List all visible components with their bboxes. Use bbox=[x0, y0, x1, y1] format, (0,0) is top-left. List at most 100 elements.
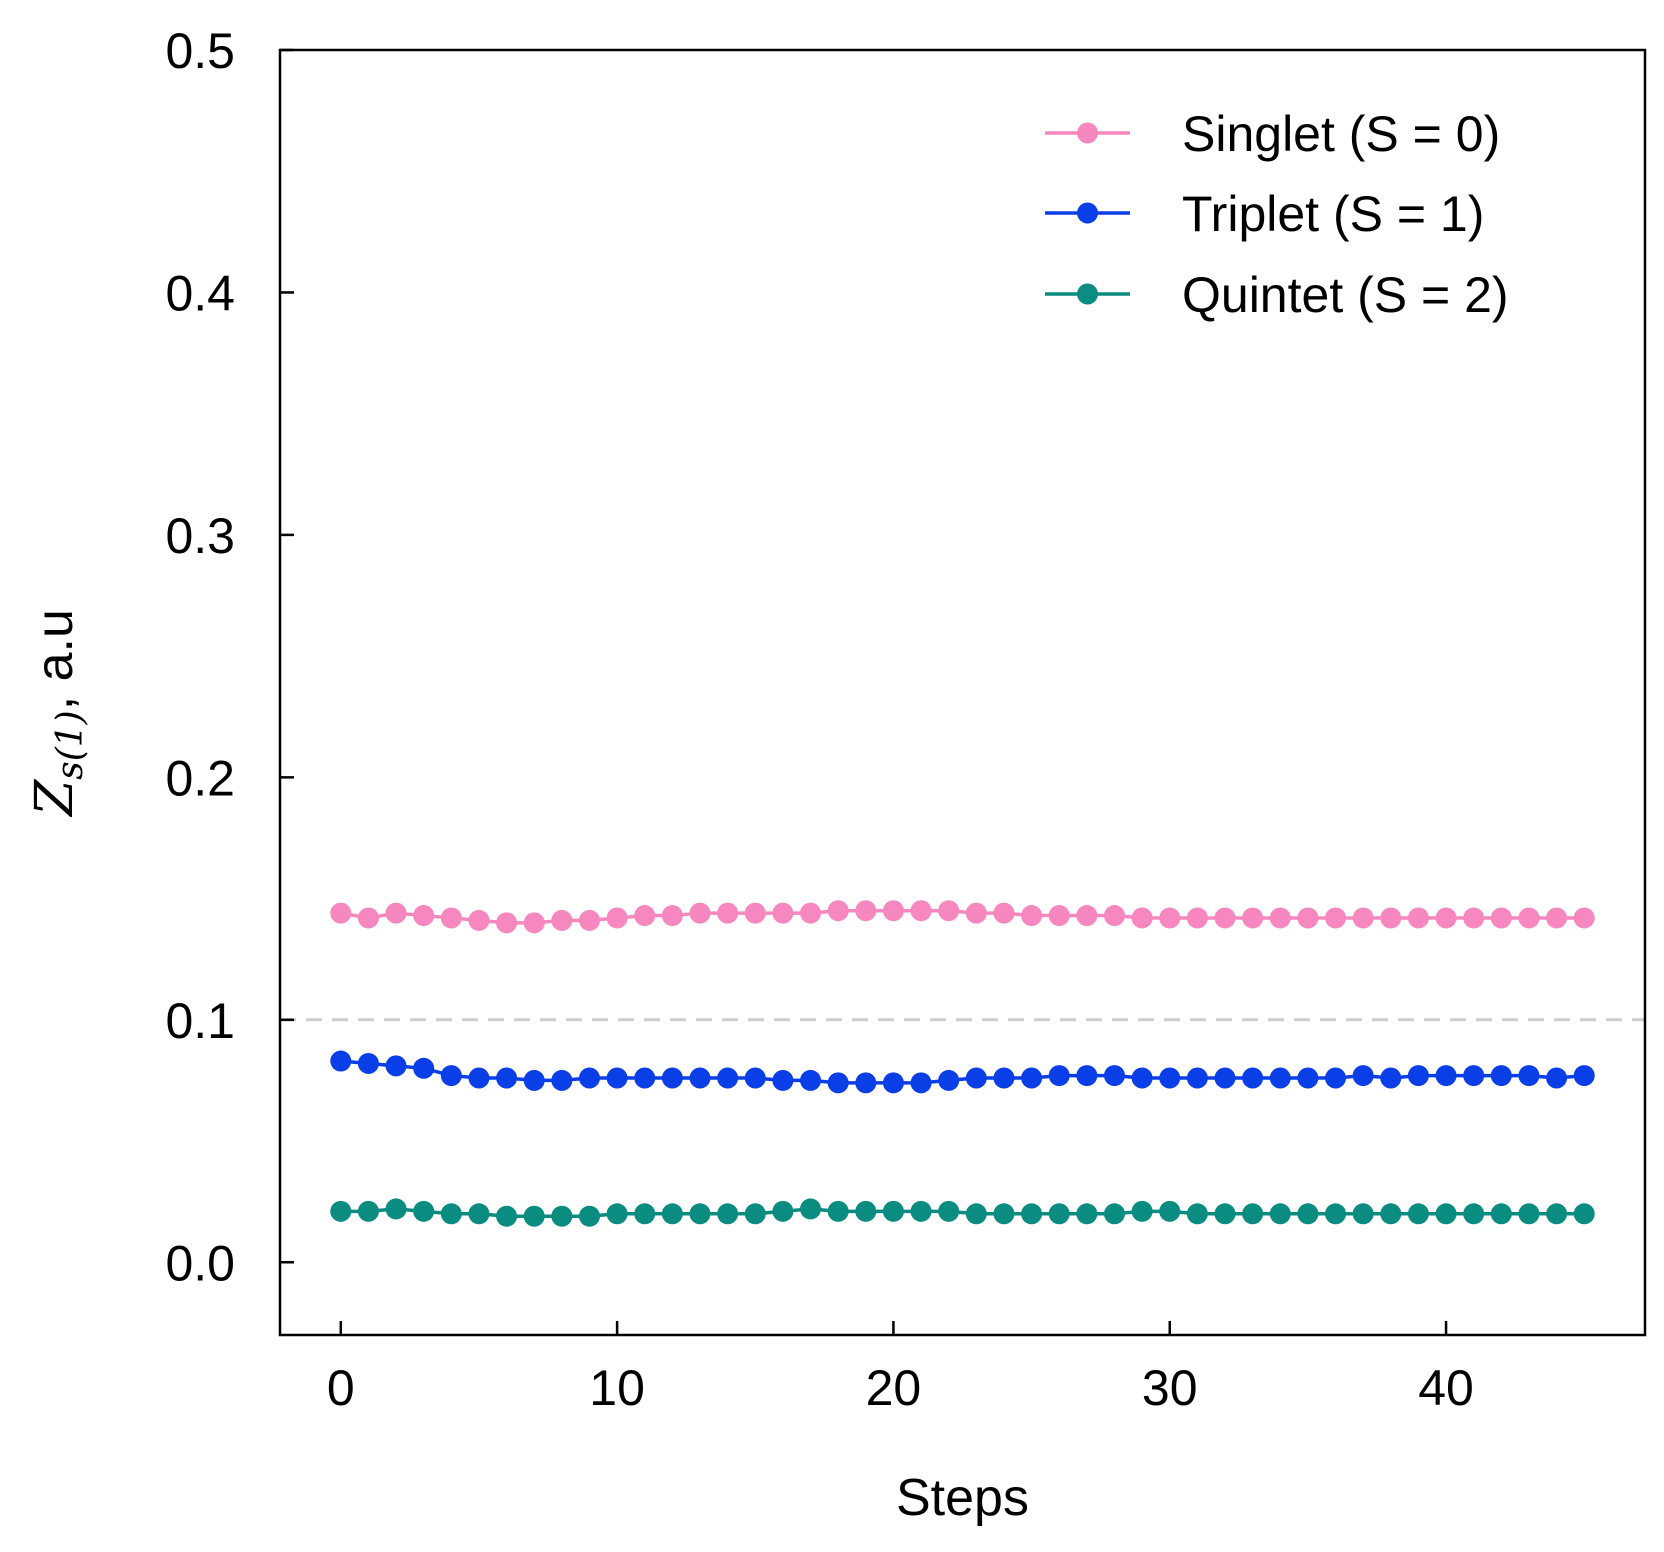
data-point bbox=[1380, 1067, 1402, 1089]
data-point bbox=[357, 1052, 379, 1074]
data-point bbox=[938, 1200, 960, 1222]
legend: Singlet (S = 0) Triplet (S = 1) Quintet (S… bbox=[1045, 106, 1509, 323]
data-point bbox=[772, 1200, 794, 1222]
data-point bbox=[468, 1067, 490, 1089]
x-tick-label: 10 bbox=[589, 1360, 645, 1416]
data-point bbox=[1325, 1067, 1347, 1089]
plot-frame bbox=[278, 48, 1647, 1337]
data-point bbox=[965, 1203, 987, 1225]
data-point bbox=[1297, 1203, 1319, 1225]
data-point bbox=[1269, 907, 1291, 929]
data-point bbox=[1021, 905, 1043, 927]
data-point bbox=[606, 1067, 628, 1089]
data-point bbox=[1159, 1200, 1181, 1222]
data-point bbox=[1352, 907, 1374, 929]
data-point bbox=[1518, 1203, 1540, 1225]
data-point bbox=[910, 1200, 932, 1222]
data-point bbox=[882, 1072, 904, 1094]
data-point bbox=[1573, 1203, 1595, 1225]
series-line bbox=[340, 1059, 1585, 1085]
data-point bbox=[1297, 907, 1319, 929]
y-axis-suffix: , a.u bbox=[26, 609, 84, 710]
data-point bbox=[772, 902, 794, 924]
data-point bbox=[578, 1067, 600, 1089]
legend-swatch-marker bbox=[1077, 283, 1098, 305]
x-axis-title: Steps bbox=[896, 1469, 1029, 1527]
data-point bbox=[1076, 905, 1098, 927]
data-point bbox=[1242, 1067, 1264, 1089]
data-point bbox=[440, 907, 462, 929]
data-point bbox=[1021, 1203, 1043, 1225]
data-point bbox=[689, 1067, 711, 1089]
data-point bbox=[1463, 1203, 1485, 1225]
data-point bbox=[634, 1067, 656, 1089]
x-tick-label: 20 bbox=[866, 1360, 922, 1416]
y-tick-label: 0.2 bbox=[165, 750, 235, 806]
data-point bbox=[468, 1203, 490, 1225]
legend-swatch-marker bbox=[1077, 202, 1098, 224]
data-point bbox=[1048, 905, 1070, 927]
data-point bbox=[1463, 907, 1485, 929]
data-point bbox=[1490, 1065, 1512, 1087]
data-point bbox=[606, 907, 628, 929]
series-line bbox=[340, 908, 1585, 925]
data-point bbox=[1186, 1203, 1208, 1225]
data-point bbox=[1103, 1203, 1125, 1225]
data-point bbox=[1546, 907, 1568, 929]
svg-text:Zs(1), a.u: Zs(1), a.u bbox=[25, 609, 91, 818]
data-point bbox=[413, 905, 435, 927]
data-point bbox=[496, 912, 518, 934]
data-point bbox=[938, 900, 960, 922]
data-point bbox=[1407, 907, 1429, 929]
legend-swatch-marker bbox=[1077, 122, 1098, 144]
data-point bbox=[1435, 1065, 1457, 1087]
data-point bbox=[1021, 1067, 1043, 1089]
data-point bbox=[523, 912, 545, 934]
data-point bbox=[1518, 1065, 1540, 1087]
data-point bbox=[827, 1200, 849, 1222]
data-point bbox=[689, 902, 711, 924]
data-point bbox=[578, 909, 600, 931]
data-point bbox=[827, 900, 849, 922]
data-point bbox=[993, 1203, 1015, 1225]
data-point bbox=[496, 1205, 518, 1227]
legend-label: Singlet (S = 0) bbox=[1182, 106, 1500, 162]
data-point bbox=[385, 902, 407, 924]
data-point bbox=[413, 1200, 435, 1222]
data-point bbox=[523, 1205, 545, 1227]
data-point bbox=[855, 1072, 877, 1094]
data-point bbox=[330, 1200, 352, 1222]
data-point bbox=[357, 907, 379, 929]
data-point bbox=[1573, 907, 1595, 929]
data-point bbox=[1269, 1203, 1291, 1225]
x-tick-label: 30 bbox=[1142, 1360, 1198, 1416]
legend-label: Quintet (S = 2) bbox=[1182, 267, 1509, 323]
data-point bbox=[1352, 1065, 1374, 1087]
y-axis-title: Zs(1), a.u bbox=[25, 609, 91, 818]
data-point bbox=[1325, 907, 1347, 929]
data-point bbox=[717, 902, 739, 924]
data-point bbox=[1490, 907, 1512, 929]
data-point bbox=[1380, 1203, 1402, 1225]
data-point bbox=[1131, 1200, 1153, 1222]
data-point bbox=[1242, 907, 1264, 929]
data-point bbox=[1546, 1067, 1568, 1089]
data-point bbox=[744, 902, 766, 924]
data-point bbox=[1518, 907, 1540, 929]
data-point bbox=[800, 1198, 822, 1220]
data-point bbox=[1325, 1203, 1347, 1225]
data-point bbox=[1407, 1203, 1429, 1225]
data-point bbox=[606, 1203, 628, 1225]
series-line bbox=[340, 1207, 1585, 1218]
data-point bbox=[1297, 1067, 1319, 1089]
data-point bbox=[1048, 1203, 1070, 1225]
data-point bbox=[1546, 1203, 1568, 1225]
legend-item: Triplet (S = 1) bbox=[1045, 186, 1484, 242]
series-0 bbox=[330, 900, 1595, 934]
y-tick-label: 0.1 bbox=[165, 993, 235, 1049]
data-point bbox=[910, 1072, 932, 1094]
data-point bbox=[1159, 907, 1181, 929]
data-point bbox=[330, 1050, 352, 1072]
data-point bbox=[1076, 1203, 1098, 1225]
data-point bbox=[1131, 1067, 1153, 1089]
